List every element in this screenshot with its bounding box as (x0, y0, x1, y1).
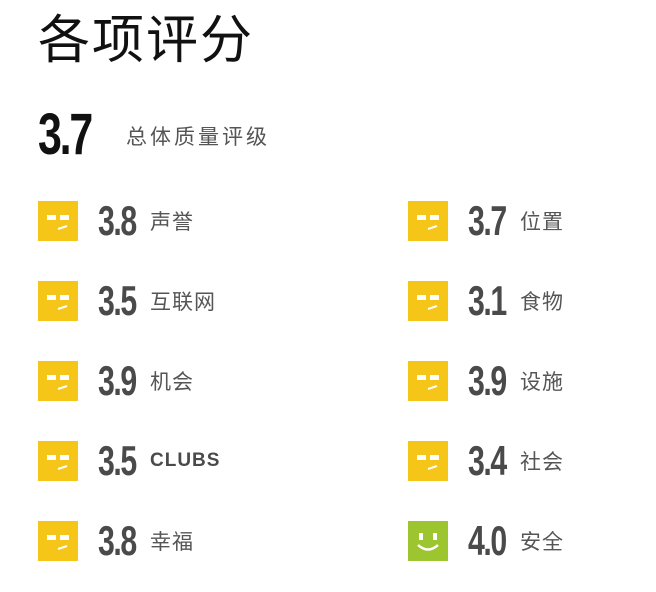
overall-rating: 3.7 总体质量评级 (38, 100, 270, 170)
rating-label: 安全 (520, 530, 564, 554)
rating-item-clubs: 3.5 CLUBS (38, 430, 220, 492)
neutral-face-icon (408, 361, 448, 401)
neutral-face-icon (408, 201, 448, 241)
rating-label: CLUBS (150, 450, 221, 471)
rating-label: 社会 (520, 450, 564, 474)
rating-score: 4.0 (468, 517, 507, 564)
ratings-row: 3.5 CLUBS 3.4 社会 (38, 430, 638, 492)
rating-label: 位置 (520, 210, 564, 234)
rating-score: 3.4 (468, 437, 507, 484)
rating-item-social: 3.4 社会 (408, 430, 564, 492)
rating-score: 3.9 (98, 357, 137, 404)
rating-label: 幸福 (150, 530, 194, 554)
rating-score: 3.9 (468, 357, 507, 404)
rating-item-happiness: 3.8 幸福 (38, 510, 194, 572)
rating-label: 食物 (520, 290, 564, 314)
neutral-face-icon (38, 361, 78, 401)
neutral-face-icon (408, 441, 448, 481)
ratings-row: 3.8 幸福 4.0 安全 (38, 510, 638, 572)
neutral-face-icon (408, 281, 448, 321)
rating-label: 互联网 (150, 290, 216, 314)
neutral-face-icon (38, 201, 78, 241)
rating-item-internet: 3.5 互联网 (38, 270, 216, 332)
rating-item-reputation: 3.8 声誉 (38, 190, 194, 252)
rating-label: 机会 (150, 370, 194, 394)
rating-score: 3.1 (468, 277, 507, 324)
rating-label: 声誉 (150, 210, 194, 234)
rating-item-safety: 4.0 安全 (408, 510, 564, 572)
rating-item-opportunities: 3.9 机会 (38, 350, 194, 412)
rating-score: 3.5 (98, 277, 137, 324)
ratings-row: 3.9 机会 3.9 设施 (38, 350, 638, 412)
rating-item-facilities: 3.9 设施 (408, 350, 564, 412)
rating-score: 3.5 (98, 437, 137, 484)
neutral-face-icon (38, 441, 78, 481)
neutral-face-icon (38, 521, 78, 561)
rating-score: 3.8 (98, 197, 137, 244)
ratings-row: 3.5 互联网 3.1 食物 (38, 270, 638, 332)
smile-face-icon (408, 521, 448, 561)
overall-score: 3.7 (38, 102, 93, 167)
neutral-face-icon (38, 281, 78, 321)
rating-item-location: 3.7 位置 (408, 190, 564, 252)
overall-label: 总体质量评级 (126, 125, 270, 149)
page-title: 各项评分 (38, 11, 255, 71)
rating-label: 设施 (520, 370, 564, 394)
rating-score: 3.8 (98, 517, 137, 564)
ratings-row: 3.8 声誉 3.7 位置 (38, 190, 638, 252)
rating-score: 3.7 (468, 197, 507, 244)
rating-item-food: 3.1 食物 (408, 270, 564, 332)
